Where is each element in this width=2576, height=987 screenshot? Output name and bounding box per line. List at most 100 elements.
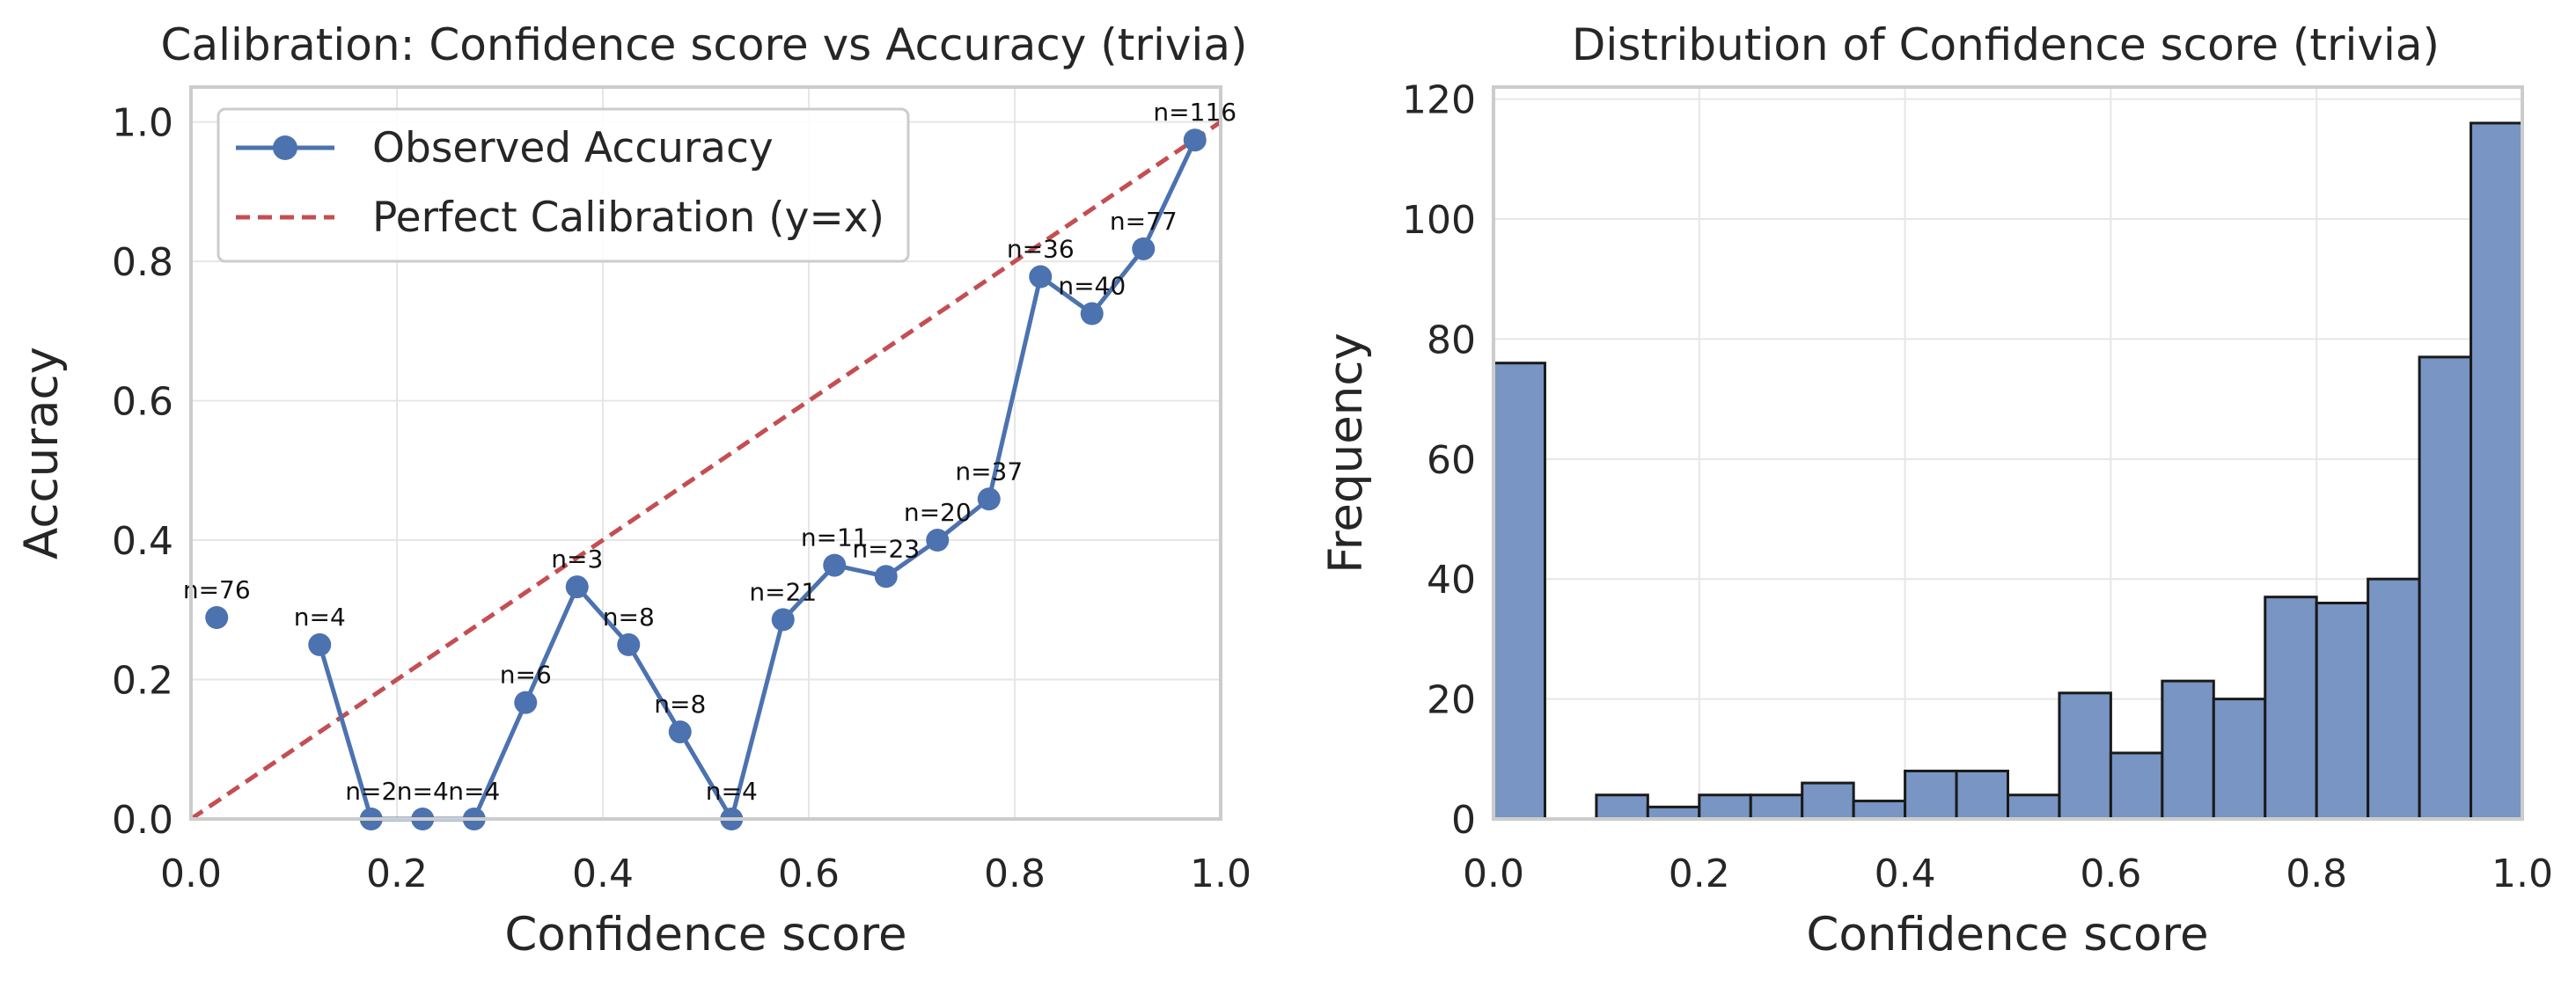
bin-count-label: n=76 (183, 575, 251, 604)
bin-count-label: n=37 (955, 457, 1023, 486)
histogram-y-tick-label: 20 (1427, 678, 1476, 723)
histogram-y-axis-label: Frequency (1319, 333, 1373, 574)
observed-accuracy-point (1132, 237, 1156, 260)
calibration-x-ticks: 0.0 0.2 0.4 0.6 0.8 1.0 (160, 852, 1251, 896)
bin-count-label: n=3 (551, 545, 603, 574)
calibration-plot-frame (189, 85, 1222, 821)
observed-accuracy-point (617, 632, 641, 656)
bin-count-label: n=8 (603, 603, 655, 632)
histogram-bar (2007, 793, 2061, 821)
calibration-panel: Calibration: Confidence score vs Accurac… (15, 19, 1251, 961)
bin-count-label: n=4 (706, 777, 758, 806)
observed-accuracy-point (565, 575, 589, 599)
perfect-calibration-line (189, 120, 1222, 822)
calibration-y-ticks: 0.0 0.2 0.4 0.6 0.8 1.0 (112, 101, 173, 843)
calibration-y-tick-label: 0.6 (112, 380, 173, 425)
calibration-title: Calibration: Confidence score vs Accurac… (161, 19, 1248, 70)
calibration-x-tick-label: 0.2 (366, 852, 428, 896)
histogram-x-ticks: 0.0 0.2 0.4 0.6 0.8 1.0 (1463, 852, 2553, 896)
calibration-y-tick-label: 0.8 (112, 240, 173, 285)
histogram-bar (1852, 800, 1907, 821)
histogram-bar (1904, 769, 1958, 821)
histogram-y-ticks: 0 20 40 60 80 100 120 (1402, 78, 1476, 843)
histogram-bar (2470, 121, 2524, 821)
histogram-bar (2418, 355, 2473, 821)
bin-count-label: n=20 (904, 498, 972, 527)
bin-count-label: n=21 (749, 577, 817, 606)
observed-accuracy-point (977, 487, 1001, 511)
calibration-count-labels: n=76n=4n=2 n=4 n=4n=6n=3n=8n=8n=4n=21n=11n… (183, 98, 1237, 806)
observed-accuracy-point (205, 606, 229, 630)
bin-count-label: n=116 (1153, 98, 1237, 127)
bin-count-label: n=77 (1110, 207, 1178, 236)
calibration-x-tick-label: 0.6 (778, 852, 840, 896)
bin-count-label: n=4 (397, 777, 449, 806)
legend-observed-marker-icon (273, 135, 297, 160)
histogram-bar (1646, 805, 1701, 821)
observed-accuracy-point (308, 632, 332, 656)
histogram-y-tick-label: 60 (1427, 438, 1476, 483)
histogram-bar (1749, 793, 1804, 821)
calibration-y-tick-label: 1.0 (112, 101, 173, 146)
histogram-bar (1595, 793, 1649, 821)
bin-count-label: n=4 (448, 777, 500, 806)
bin-count-label: n=2 (345, 777, 397, 806)
observed-accuracy-point (1080, 302, 1104, 325)
histogram-bar (2212, 698, 2267, 821)
histogram-bar (2264, 596, 2318, 821)
histogram-bars (1492, 121, 2524, 821)
histogram-plot-frame (1492, 85, 2524, 821)
calibration-legend: Observed Accuracy Perfect Calibration (y… (217, 107, 910, 263)
observed-accuracy-point (514, 691, 538, 714)
calibration-x-tick-label: 0.0 (160, 852, 222, 896)
histogram-bar (1698, 793, 1752, 821)
histogram-panel: Distribution of Confidence score (trivia… (1319, 19, 2553, 961)
histogram-bar (2315, 601, 2370, 821)
histogram-bar (2161, 679, 2215, 821)
bin-count-label: n=4 (294, 603, 346, 632)
histogram-title: Distribution of Confidence score (trivia… (1572, 19, 2440, 70)
histogram-y-tick-label: 100 (1402, 198, 1476, 243)
bin-count-label: n=11 (801, 523, 869, 552)
histogram-bar (2109, 751, 2164, 821)
calibration-x-axis-label: Confidence score (504, 908, 906, 961)
calibration-x-tick-label: 1.0 (1190, 852, 1251, 896)
bin-count-label: n=36 (1007, 235, 1075, 264)
histogram-x-tick-label: 0.6 (2080, 852, 2141, 896)
histogram-bar (1801, 781, 1855, 821)
legend-perfect-label: Perfect Calibration (y=x) (372, 194, 884, 242)
histogram-y-tick-label: 40 (1427, 558, 1476, 603)
histogram-x-tick-label: 1.0 (2492, 852, 2553, 896)
calibration-y-axis-label: Accuracy (15, 347, 69, 559)
histogram-x-tick-label: 0.4 (1875, 852, 1936, 896)
histogram-y-tick-label: 0 (1451, 798, 1476, 843)
observed-accuracy-point (668, 720, 692, 743)
calibration-x-tick-label: 0.8 (984, 852, 1046, 896)
observed-accuracy-point (1029, 265, 1053, 289)
calibration-x-tick-label: 0.4 (572, 852, 634, 896)
bin-count-label: n=6 (500, 661, 552, 690)
histogram-bar (2058, 691, 2112, 821)
histogram-x-tick-label: 0.2 (1669, 852, 1730, 896)
histogram-bar (1492, 362, 1546, 821)
bin-count-label: n=8 (654, 690, 706, 719)
histogram-x-tick-label: 0.8 (2286, 852, 2347, 896)
calibration-y-tick-label: 0.2 (112, 659, 173, 704)
observed-accuracy-point (874, 565, 898, 589)
calibration-y-tick-label: 0.0 (112, 798, 173, 843)
observed-accuracy-point (1183, 128, 1207, 152)
legend-box (217, 107, 910, 263)
histogram-bar (2367, 577, 2421, 821)
bin-count-label: n=23 (852, 534, 920, 563)
histogram-x-tick-label: 0.0 (1463, 852, 1524, 896)
observed-accuracy-point (926, 529, 950, 552)
observed-accuracy-point (771, 608, 795, 632)
legend-observed-label: Observed Accuracy (372, 124, 774, 172)
histogram-x-axis-label: Confidence score (1806, 908, 2208, 961)
calibration-y-tick-label: 0.4 (112, 519, 173, 564)
histogram-bar (1955, 769, 2010, 821)
bin-count-label: n=40 (1058, 272, 1126, 301)
observed-accuracy-point (823, 553, 847, 577)
histogram-y-tick-label: 80 (1427, 318, 1476, 362)
